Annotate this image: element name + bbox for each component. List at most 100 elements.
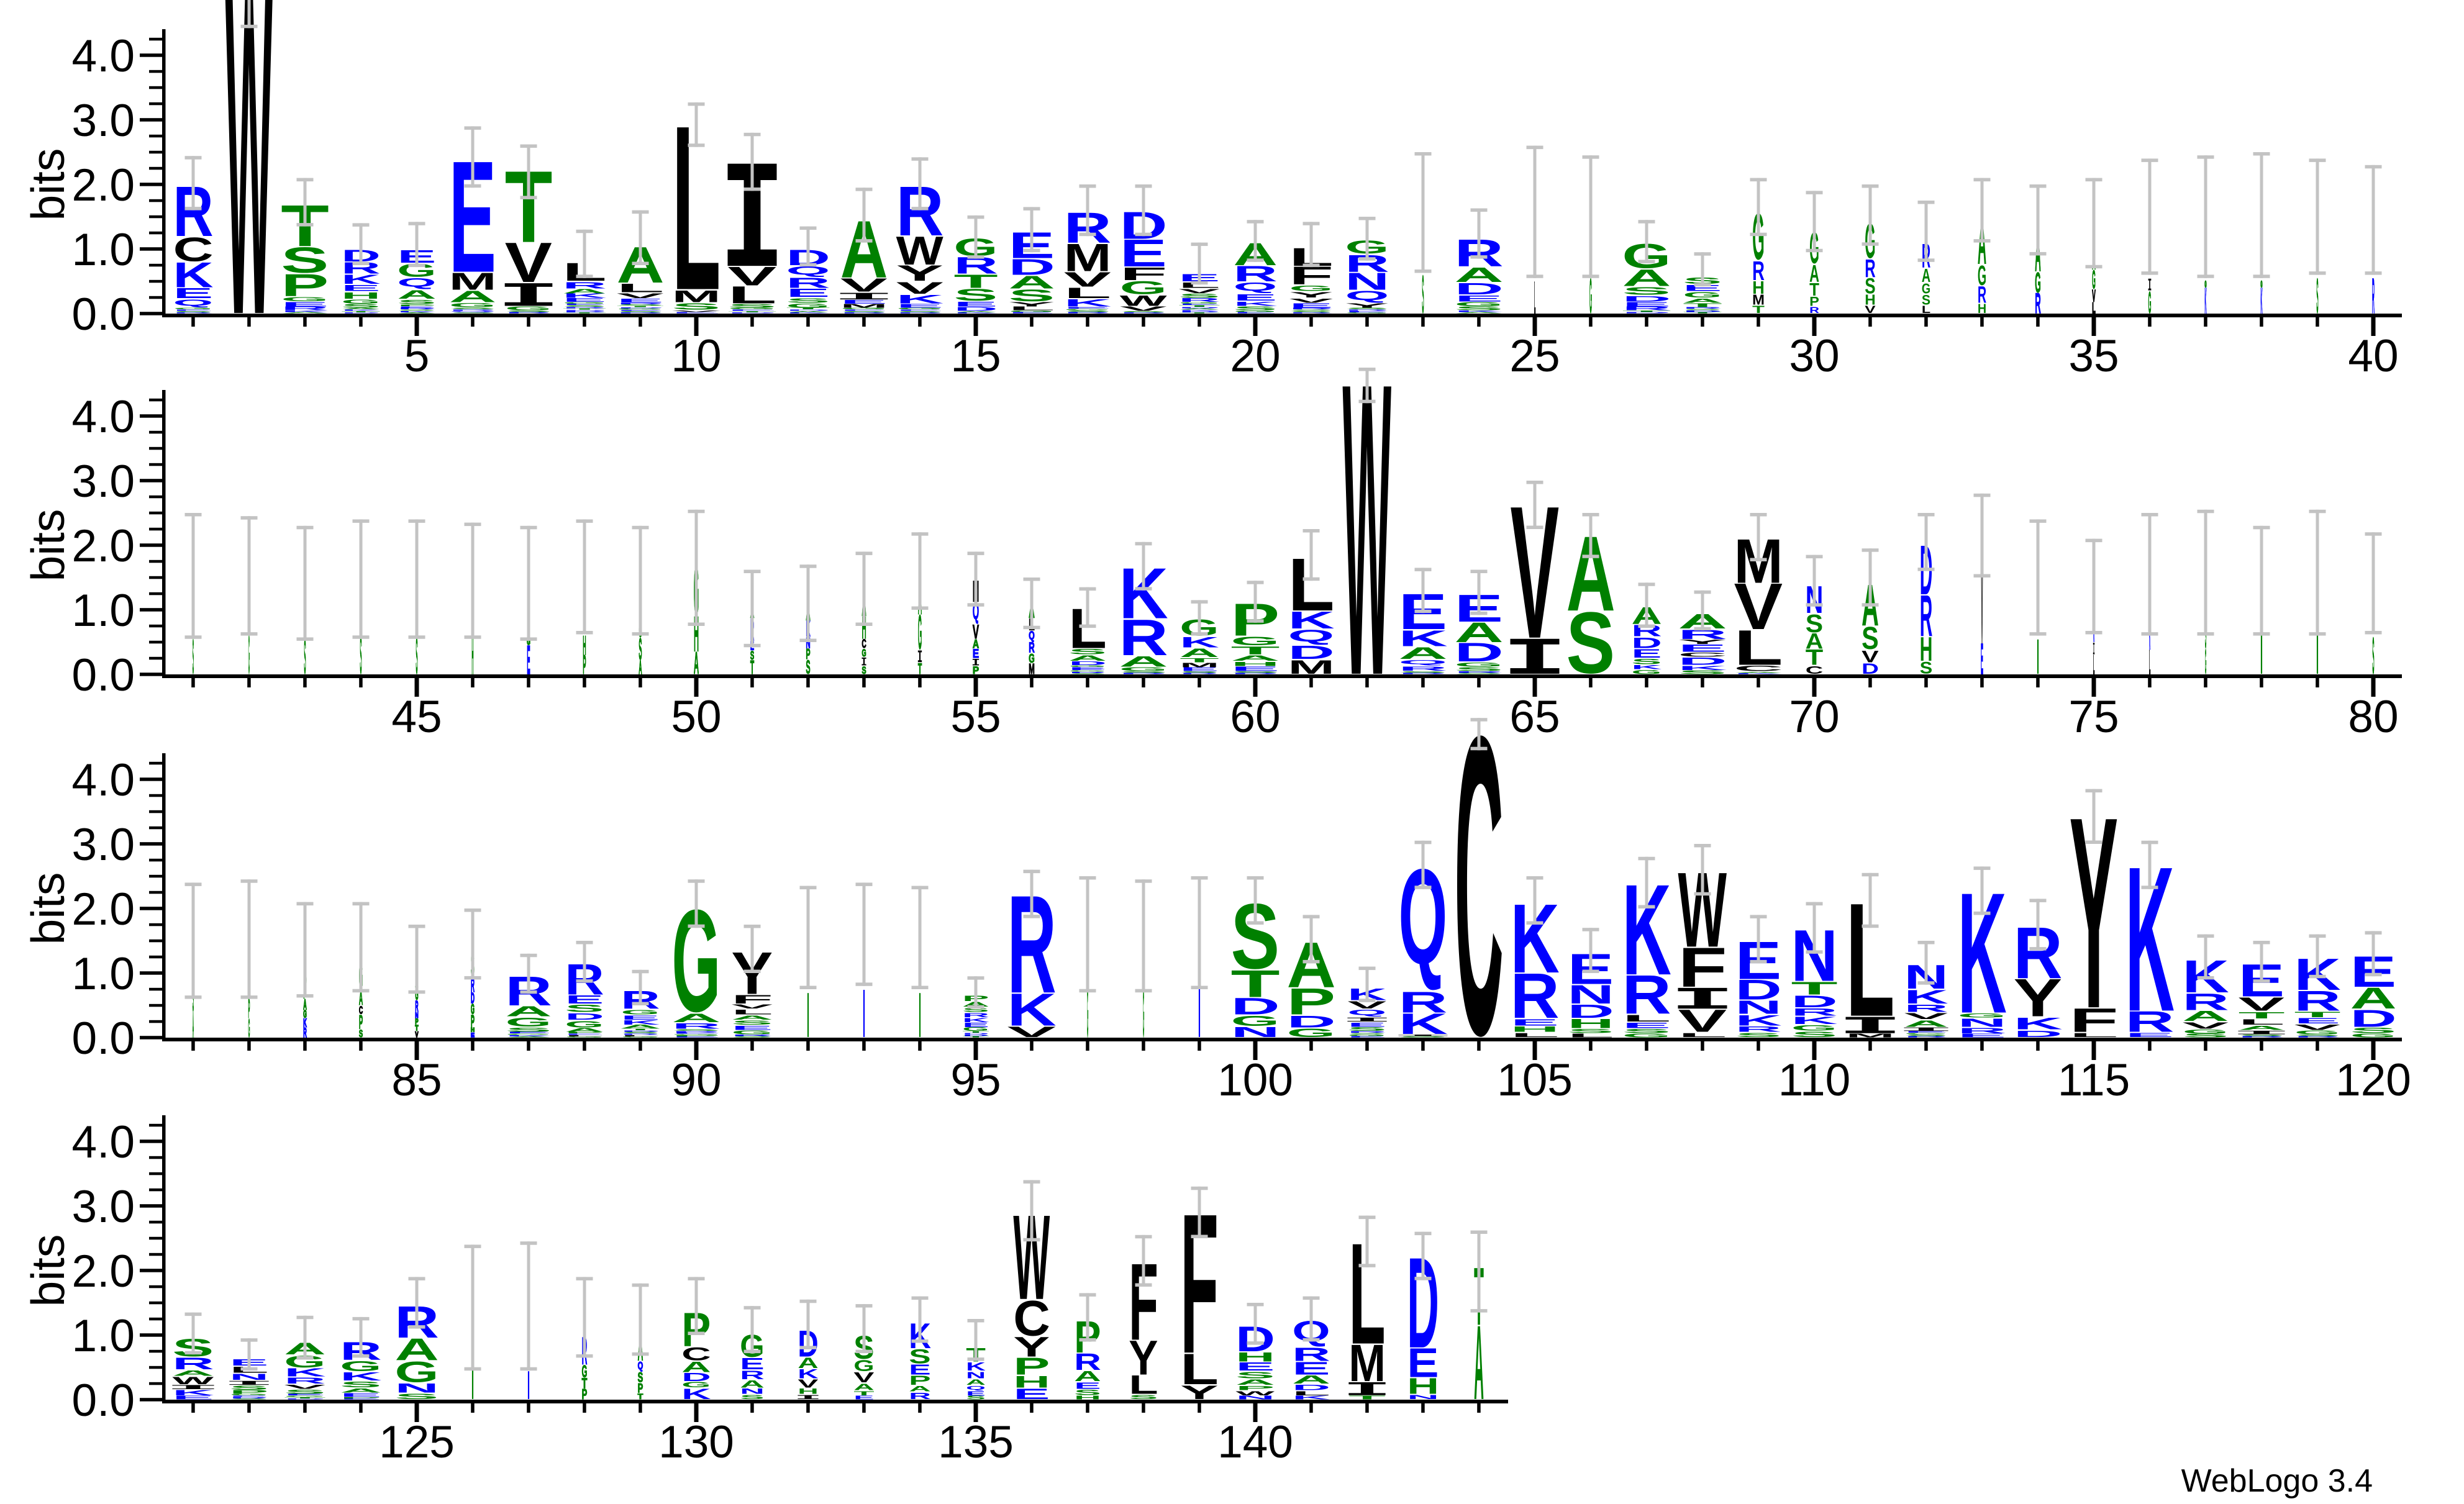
- svg-text:K: K: [621, 1019, 660, 1026]
- svg-text:S: S: [638, 1370, 643, 1385]
- svg-text:D: D: [681, 1371, 711, 1384]
- svg-text:S: S: [861, 665, 866, 676]
- svg-text:S: S: [1862, 620, 1879, 656]
- svg-text:G: G: [731, 1030, 773, 1035]
- svg-text:K: K: [173, 255, 214, 295]
- svg-text:S: S: [2294, 1034, 2340, 1036]
- svg-text:H: H: [1231, 661, 1280, 667]
- svg-text:M: M: [449, 268, 497, 296]
- svg-text:L: L: [621, 1035, 660, 1037]
- svg-text:K: K: [1735, 1012, 1781, 1029]
- svg-text:T: T: [284, 1397, 325, 1399]
- svg-text:R: R: [2294, 1036, 2340, 1038]
- svg-text:L: L: [1567, 1033, 1614, 1038]
- svg-text:A: A: [1455, 617, 1504, 648]
- svg-text:2.0: 2.0: [72, 160, 135, 211]
- svg-text:S: S: [284, 1388, 325, 1395]
- svg-text:R: R: [1399, 673, 1448, 674]
- svg-text:A: A: [2182, 1008, 2229, 1024]
- svg-text:Y: Y: [896, 261, 943, 285]
- svg-text:bits: bits: [22, 1234, 74, 1307]
- svg-text:C: C: [359, 1003, 363, 1016]
- svg-text:V: V: [1289, 297, 1333, 304]
- svg-text:10: 10: [671, 331, 721, 381]
- svg-text:N: N: [1407, 1394, 1439, 1400]
- svg-text:T: T: [415, 1025, 419, 1033]
- svg-text:K: K: [2260, 281, 2262, 321]
- svg-text:Y: Y: [2014, 968, 2063, 1028]
- svg-text:D: D: [284, 1398, 325, 1400]
- svg-text:R: R: [1029, 640, 1035, 656]
- svg-text:E: E: [281, 301, 329, 308]
- svg-text:E: E: [728, 309, 777, 311]
- svg-text:S: S: [1119, 671, 1168, 673]
- svg-text:V: V: [1734, 570, 1783, 643]
- svg-text:R: R: [786, 275, 830, 291]
- svg-text:V: V: [731, 1003, 773, 1010]
- svg-text:R: R: [172, 1354, 214, 1374]
- svg-text:A: A: [193, 1005, 194, 1045]
- svg-text:W: W: [1120, 292, 1168, 309]
- svg-text:V: V: [1678, 1003, 1727, 1039]
- svg-text:N: N: [1235, 1395, 1275, 1400]
- svg-text:M: M: [1064, 235, 1112, 279]
- svg-text:R: R: [731, 1034, 773, 1036]
- svg-text:130: 130: [658, 1417, 734, 1467]
- svg-text:L: L: [1622, 1013, 1671, 1023]
- svg-text:E: E: [740, 1355, 764, 1373]
- svg-text:S: S: [1064, 310, 1111, 312]
- svg-text:R: R: [1791, 1006, 1837, 1018]
- svg-text:S: S: [1632, 658, 1662, 666]
- svg-text:R: R: [1180, 673, 1219, 674]
- svg-text:S: S: [562, 305, 606, 307]
- svg-text:H: H: [583, 632, 586, 661]
- svg-text:E: E: [1074, 1380, 1101, 1390]
- svg-text:S: S: [1567, 1028, 1614, 1035]
- svg-text:S: S: [359, 1028, 363, 1039]
- svg-text:T: T: [1180, 657, 1219, 663]
- svg-text:K: K: [1399, 1008, 1448, 1040]
- svg-text:E: E: [1233, 292, 1277, 303]
- svg-text:A: A: [1119, 653, 1168, 670]
- svg-text:T: T: [1683, 312, 1722, 314]
- svg-text:E: E: [527, 637, 530, 682]
- svg-text:A: A: [1455, 312, 1504, 314]
- svg-text:R: R: [672, 1022, 721, 1030]
- svg-text:M: M: [1752, 292, 1765, 307]
- svg-text:A: A: [394, 1332, 439, 1367]
- svg-text:3.0: 3.0: [72, 96, 135, 146]
- svg-text:R: R: [1347, 1031, 1386, 1033]
- svg-text:A: A: [621, 1024, 660, 1030]
- svg-text:bits: bits: [22, 872, 74, 945]
- svg-text:K: K: [1064, 297, 1112, 309]
- svg-text:75: 75: [2068, 692, 2119, 742]
- svg-text:E: E: [953, 301, 998, 308]
- svg-text:E: E: [617, 310, 664, 311]
- svg-text:H: H: [471, 1026, 475, 1033]
- svg-text:E: E: [617, 298, 664, 304]
- svg-text:K: K: [1288, 607, 1334, 634]
- svg-text:4.0: 4.0: [72, 31, 135, 81]
- svg-text:60: 60: [1230, 692, 1280, 742]
- svg-text:S: S: [1235, 1370, 1275, 1380]
- svg-text:1.0: 1.0: [72, 949, 135, 999]
- svg-text:A: A: [1178, 308, 1220, 310]
- svg-text:V: V: [617, 292, 664, 299]
- svg-text:E: E: [1068, 667, 1106, 669]
- svg-text:D: D: [1288, 642, 1334, 663]
- svg-text:S: S: [740, 1394, 764, 1400]
- svg-text:H: H: [1074, 1395, 1101, 1400]
- svg-text:M: M: [672, 287, 721, 306]
- svg-text:A: A: [303, 997, 307, 1012]
- svg-text:V: V: [798, 1377, 818, 1390]
- svg-text:30: 30: [1789, 331, 1839, 381]
- svg-text:Q: Q: [449, 311, 496, 312]
- svg-text:D: D: [1791, 992, 1837, 1011]
- svg-text:E: E: [672, 1036, 721, 1038]
- svg-text:E: E: [340, 1392, 381, 1398]
- svg-text:G: G: [562, 302, 606, 304]
- svg-text:K: K: [953, 312, 998, 314]
- svg-text:P: P: [565, 1031, 604, 1034]
- svg-text:105: 105: [1497, 1055, 1573, 1105]
- svg-text:S: S: [1422, 264, 1424, 324]
